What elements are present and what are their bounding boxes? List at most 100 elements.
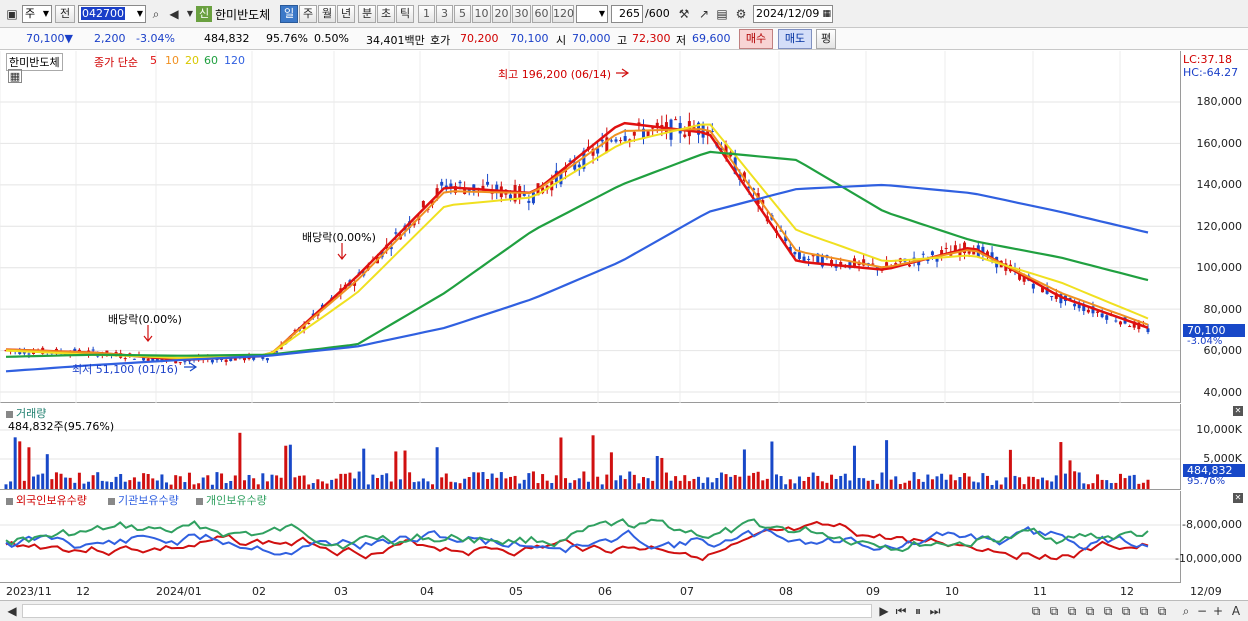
indicator-icon[interactable]: ⚒ <box>678 7 690 21</box>
volume-bar <box>1091 483 1095 489</box>
candle-body <box>605 137 609 153</box>
close-icon[interactable]: ✕ <box>1233 406 1243 416</box>
volume-panel[interactable]: 거래량 484,832주(95.76%) <box>0 404 1180 490</box>
layout-icon[interactable]: ⧉ <box>1049 604 1059 618</box>
period-day[interactable]: 일 <box>280 5 298 23</box>
volume-bar <box>1077 472 1081 489</box>
rewind-icon[interactable]: ⏮ <box>895 604 907 618</box>
prev-button[interactable]: 전 <box>55 5 75 23</box>
x-tick: 04 <box>420 585 434 598</box>
interval-10[interactable]: 10 <box>472 5 491 23</box>
volume-bar <box>852 445 856 489</box>
candle-body <box>921 253 925 255</box>
volume-bar <box>995 480 999 489</box>
volume-bar <box>114 476 118 489</box>
interval-input[interactable]: ▼ <box>576 5 608 23</box>
volume-bar <box>715 477 719 489</box>
candle-body <box>1068 298 1072 300</box>
interval-30[interactable]: 30 <box>512 5 531 23</box>
candle-body <box>481 185 485 191</box>
high-value: 72,300 <box>632 32 671 45</box>
layout-icon[interactable]: ⧉ <box>1139 604 1149 618</box>
zoom-icon[interactable]: ⌕ <box>1182 604 1190 618</box>
holding-chart[interactable] <box>0 491 1180 583</box>
period-month[interactable]: 월 <box>318 5 336 23</box>
candle-body <box>651 127 655 129</box>
volume-bar <box>866 480 870 489</box>
volume-bar <box>197 483 201 489</box>
volume-bar <box>820 481 824 489</box>
fast-forward-icon[interactable]: ⏭ <box>929 604 941 618</box>
volume-bar <box>9 481 13 489</box>
speaker-icon[interactable]: ◀ <box>169 7 179 21</box>
close-icon[interactable]: ✕ <box>1233 493 1243 503</box>
market-select[interactable]: 주 ▼ <box>22 5 52 23</box>
avg-button[interactable]: 평 <box>816 29 836 49</box>
layout-icon[interactable]: ⧉ <box>1067 604 1077 618</box>
volume-bar <box>238 432 242 489</box>
table-icon[interactable]: ▦ <box>8 69 22 83</box>
price-chart[interactable] <box>0 51 1180 403</box>
gear-icon[interactable]: ⚙ <box>735 7 747 21</box>
volume-bar <box>958 477 962 489</box>
volume-bar <box>1114 482 1118 489</box>
volume-bar <box>765 478 769 489</box>
candle-body <box>389 246 393 250</box>
volume-bar <box>348 472 352 489</box>
volume-bar <box>109 482 113 489</box>
volume-bar <box>912 472 916 489</box>
period-minute[interactable]: 분 <box>358 5 376 23</box>
search-icon[interactable]: ⌕ <box>152 7 160 21</box>
zoom-in-icon[interactable]: + <box>1212 604 1224 618</box>
legend-foreign: 외국인보유수량 <box>6 492 87 508</box>
buy-button[interactable]: 매수 <box>739 29 773 49</box>
chevron-down-icon[interactable]: ▼ <box>186 9 194 18</box>
layout-icon[interactable]: ⧉ <box>1031 604 1041 618</box>
interval-60[interactable]: 60 <box>532 5 551 23</box>
draw-tool-icon[interactable]: ↗ <box>698 7 710 21</box>
layout-icon[interactable]: ⧉ <box>1157 604 1167 618</box>
sell-button[interactable]: 매도 <box>778 29 812 49</box>
layout-icon[interactable]: ⧉ <box>1121 604 1131 618</box>
interval-5[interactable]: 5 <box>454 5 471 23</box>
volume-bar <box>880 472 884 489</box>
layout-icon[interactable]: ⧉ <box>1085 604 1095 618</box>
date-input[interactable]: 2024/12/09 ▦ <box>753 5 833 23</box>
interval-20[interactable]: 20 <box>492 5 511 23</box>
code-input[interactable]: 042700 ▼ <box>78 5 146 23</box>
volume-bar <box>174 475 178 489</box>
candle-body <box>394 232 398 234</box>
price-panel[interactable]: 한미반도체 종가 단순 5 10 20 60 120 ▦ 최고 196,200 … <box>0 51 1180 403</box>
legend-square-icon <box>108 497 115 505</box>
period-year[interactable]: 년 <box>337 5 355 23</box>
volume-chart[interactable] <box>0 404 1180 490</box>
window-menu-icon[interactable]: ▣ <box>6 7 18 21</box>
candle-body <box>467 189 471 192</box>
volume-bar <box>453 482 457 489</box>
interval-1[interactable]: 1 <box>418 5 435 23</box>
period-week[interactable]: 주 <box>299 5 317 23</box>
font-size-icon[interactable]: A <box>1231 604 1241 618</box>
last-volume-tag: 484,832 <box>1183 464 1245 477</box>
interval-120[interactable]: 120 <box>552 5 574 23</box>
zoom-out-icon[interactable]: − <box>1196 604 1208 618</box>
volume-bar <box>1141 482 1145 489</box>
count-input[interactable]: 265 <box>611 5 643 23</box>
period-tick[interactable]: 틱 <box>396 5 414 23</box>
volume-bar <box>119 474 123 489</box>
pause-icon[interactable]: ⏸ <box>914 604 921 618</box>
candle-body <box>848 262 852 269</box>
scroll-track[interactable] <box>22 604 872 618</box>
scroll-bar[interactable]: ◀ ▶ ⏮ ⏸ ⏭ ⧉ ⧉ ⧉ ⧉ ⧉ ⧉ ⧉ ⧉ ⌕ − + A <box>0 600 1248 621</box>
scroll-right-icon[interactable]: ▶ <box>879 604 889 618</box>
layout-icon[interactable]: ⧉ <box>1103 604 1113 618</box>
interval-3[interactable]: 3 <box>436 5 453 23</box>
save-icon[interactable]: ▤ <box>716 7 728 21</box>
volume-bar <box>408 472 412 489</box>
scroll-left-icon[interactable]: ◀ <box>7 604 17 618</box>
y-tick: 160,000 <box>1196 137 1243 150</box>
period-second[interactable]: 초 <box>377 5 395 23</box>
holding-panel[interactable]: 외국인보유수량 기관보유수량 개인보유수량 <box>0 491 1180 583</box>
candle-body <box>233 358 237 361</box>
candle-body <box>380 250 384 258</box>
